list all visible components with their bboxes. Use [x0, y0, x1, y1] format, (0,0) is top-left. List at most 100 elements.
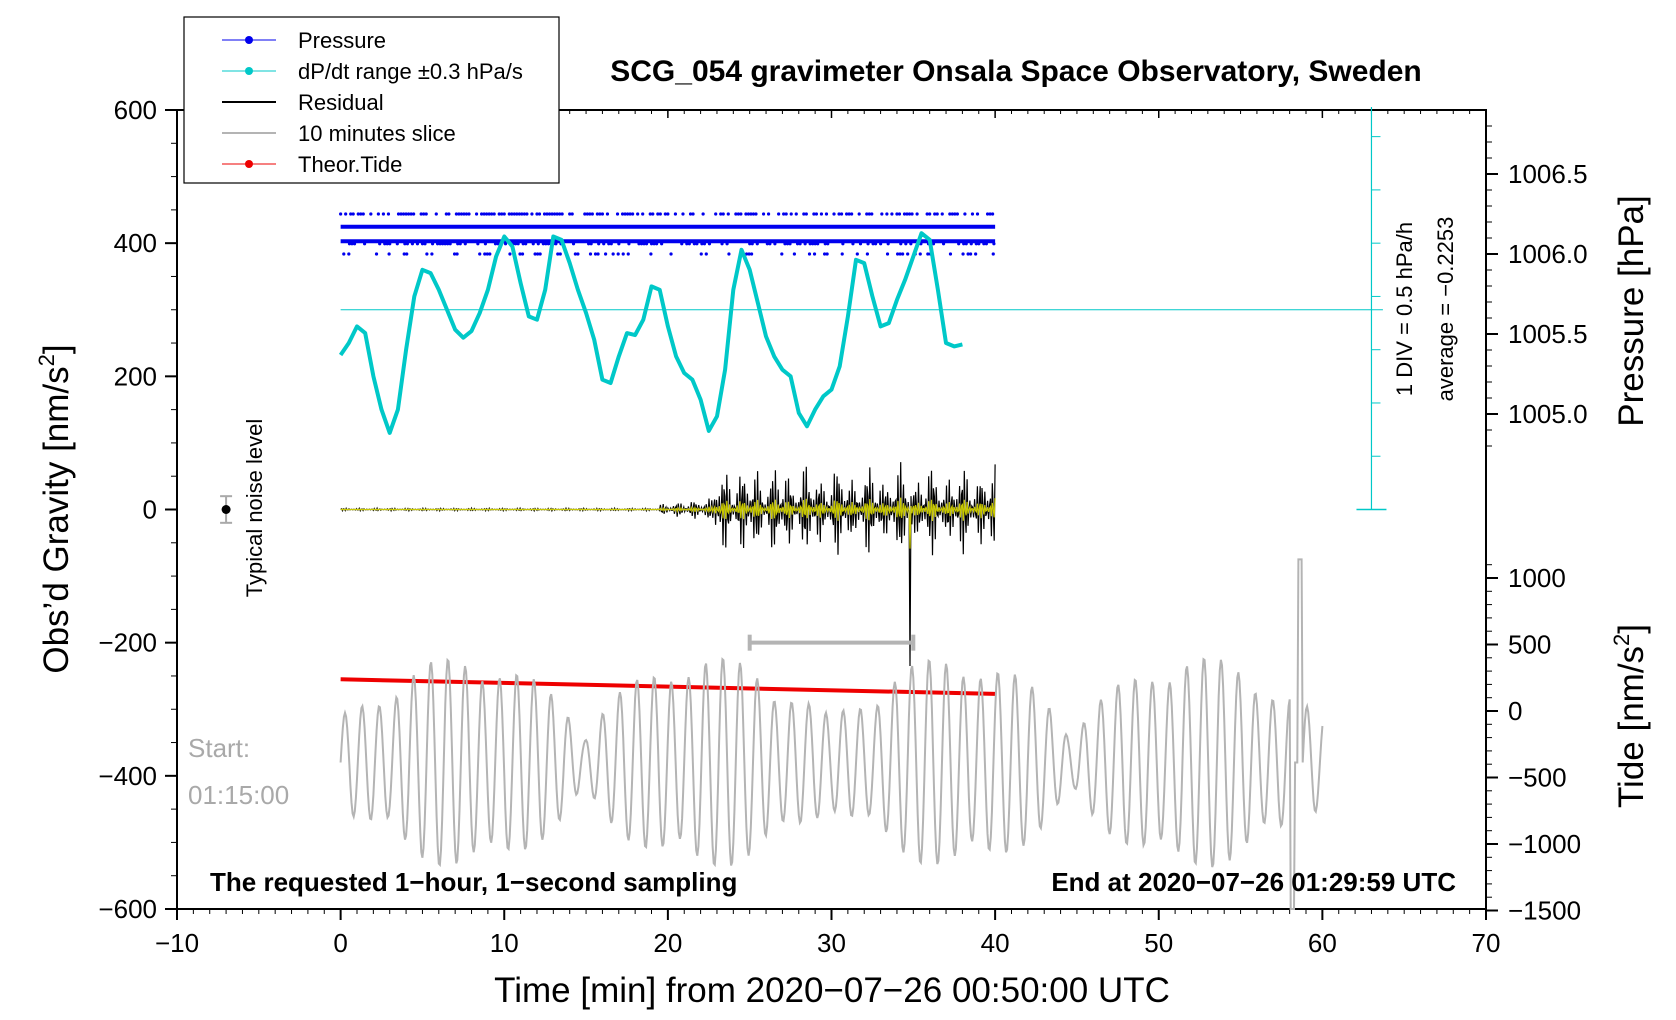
pressure-tick-label: 1006.0 — [1508, 239, 1588, 269]
pressure-point — [692, 242, 696, 246]
pressure-point — [660, 242, 664, 246]
pressure-point — [435, 242, 440, 246]
pressure-point — [376, 212, 380, 216]
pressure-point — [518, 252, 522, 256]
pressure-point — [406, 212, 411, 216]
legend-item-pressure: Pressure — [222, 28, 386, 53]
pressure-point — [531, 242, 535, 246]
pressure-point — [422, 212, 426, 216]
pressure-point — [542, 212, 547, 216]
pressure-point — [478, 252, 482, 256]
pressure-point — [576, 252, 580, 256]
pressure-point — [605, 212, 610, 216]
pressure-point — [520, 212, 524, 216]
pressure-point — [897, 212, 902, 216]
pressure-point — [458, 242, 462, 246]
pressure-point — [359, 212, 363, 216]
pressure-point — [350, 242, 354, 246]
pressure-point — [953, 212, 957, 216]
pressure-point — [570, 212, 574, 216]
pressure-point — [749, 212, 753, 216]
pressure-point — [502, 212, 506, 216]
x-tick-label: 70 — [1472, 928, 1501, 958]
tide-tick-label: 1000 — [1508, 563, 1566, 593]
pressure-point — [510, 212, 514, 216]
pressure-point — [977, 242, 981, 246]
pressure-point — [974, 242, 978, 246]
pressure-point — [905, 212, 909, 216]
pressure-point — [585, 212, 589, 216]
pressure-point — [378, 242, 382, 246]
pressure-point — [589, 242, 593, 246]
y-axis-label-tide-sup: 2 — [1609, 634, 1634, 646]
pressure-point — [746, 212, 751, 216]
pressure-point — [500, 212, 504, 216]
pressure-point — [899, 242, 903, 246]
pressure-point — [855, 252, 859, 256]
pressure-point — [865, 212, 869, 216]
pressure-point — [556, 252, 560, 256]
slice-series-line — [339, 558, 1324, 910]
pressure-point — [554, 242, 558, 246]
pressure-point — [727, 252, 731, 256]
pressure-point — [663, 212, 667, 216]
pressure-point — [812, 252, 817, 256]
pressure-point — [950, 212, 954, 216]
tide-tick-label: 0 — [1508, 696, 1522, 726]
pressure-point — [351, 212, 355, 216]
pressure-point — [419, 212, 423, 216]
pressure-point — [788, 242, 792, 246]
pressure-point — [595, 212, 599, 216]
pressure-point — [702, 242, 707, 246]
y-tick-label: 400 — [114, 228, 157, 258]
pressure-point — [721, 212, 725, 216]
pressure-point — [814, 212, 818, 216]
pressure-point — [666, 212, 670, 216]
tide-tick-label: −500 — [1508, 763, 1567, 793]
tide-tick-label: −1500 — [1508, 896, 1581, 926]
pressure-point — [386, 212, 391, 216]
pressure-point — [901, 252, 905, 256]
pressure-point — [644, 242, 649, 246]
pressure-point — [588, 212, 592, 216]
x-tick-label: 50 — [1144, 928, 1173, 958]
pressure-point — [430, 252, 434, 256]
pressure-point — [607, 242, 611, 246]
pressure-point — [754, 212, 758, 216]
tide-tick-label: 500 — [1508, 630, 1551, 660]
pressure-point — [399, 212, 403, 216]
pressure-point — [969, 242, 973, 246]
pressure-point — [424, 212, 428, 216]
pressure-point — [628, 212, 632, 216]
pressure-point — [832, 212, 836, 216]
y-tick-label: 600 — [114, 95, 157, 125]
pressure-point — [907, 212, 912, 216]
pressure-point — [648, 212, 652, 216]
pressure-point — [880, 212, 884, 216]
noise-level-label: Typical noise level — [242, 419, 267, 598]
pressure-point — [871, 242, 875, 246]
pressure-point — [507, 212, 511, 216]
noise-bar-dot — [221, 505, 231, 514]
pressure-point — [890, 212, 894, 216]
pressure-point — [415, 242, 420, 246]
pressure-point — [974, 252, 978, 256]
pressure-point — [430, 242, 435, 246]
pressure-point — [388, 242, 392, 246]
pressure-point — [701, 212, 705, 216]
pressure-point — [656, 212, 660, 216]
pressure-point — [704, 252, 708, 256]
pressure-point — [957, 242, 961, 246]
pressure-point — [812, 212, 816, 216]
pressure-tick-label: 1005.5 — [1508, 319, 1588, 349]
pressure-point — [725, 242, 729, 246]
pressure-point — [784, 212, 788, 216]
pressure-point — [962, 242, 966, 246]
pressure-point — [597, 242, 601, 246]
pressure-point — [516, 242, 520, 246]
pressure-point — [347, 242, 352, 246]
scale-div-label: 1 DIV = 0.5 hPa/h — [1392, 222, 1417, 396]
pressure-point — [590, 212, 594, 216]
legend-label-residual: Residual — [298, 90, 384, 115]
pressure-point — [598, 212, 602, 216]
